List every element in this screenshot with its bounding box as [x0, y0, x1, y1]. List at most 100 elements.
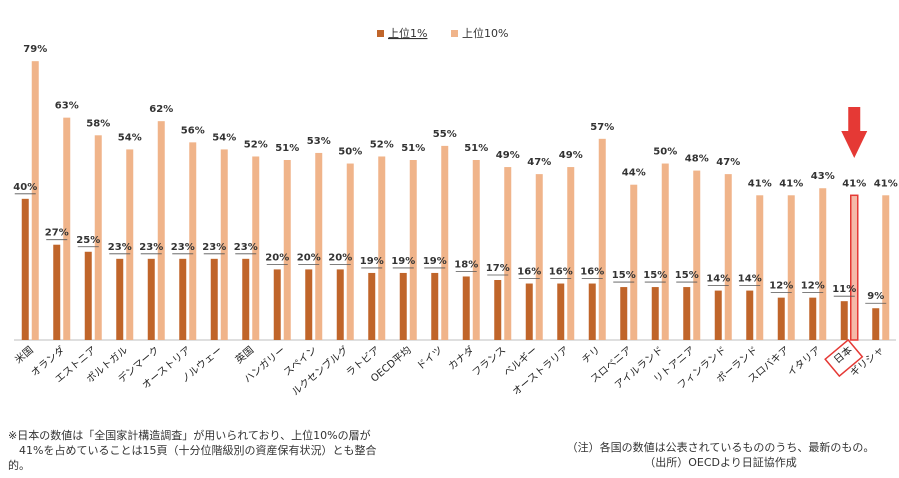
bar-top10: [157, 121, 165, 340]
bar-top10: [283, 160, 291, 340]
data-label-top1: 16%: [517, 267, 541, 278]
highlight-box: [824, 338, 864, 378]
bar-top10: [409, 160, 417, 340]
legend-label-top1: 上位1%: [388, 26, 427, 40]
data-label-top10: 41%: [748, 178, 772, 189]
data-label-top1: 15%: [675, 270, 699, 281]
bar-top1: [872, 308, 880, 340]
data-label-top10: 47%: [527, 157, 551, 168]
bar-top1: [777, 297, 785, 340]
bar-top10: [598, 138, 606, 340]
bar-top1: [336, 269, 344, 340]
bar-top10: [630, 184, 638, 340]
footnote-left: ※日本の数値は「全国家計構造調査」が用いられており、上位10%の層が 41%を占…: [8, 429, 377, 472]
data-label-top10: 55%: [433, 129, 457, 140]
bar-top10: [756, 195, 764, 340]
bar-top10: [472, 160, 480, 340]
bar-top1: [651, 287, 659, 340]
data-label-top1: 12%: [769, 281, 793, 292]
data-label-top1: 25%: [76, 235, 100, 246]
data-label-top1: 14%: [738, 274, 762, 285]
data-label-top1: 15%: [612, 270, 636, 281]
bar-top10: [693, 170, 701, 340]
category-label: ドイツ: [415, 345, 445, 373]
data-label-top1: 23%: [202, 242, 226, 253]
bar-top1: [620, 287, 628, 340]
category-label: チリ: [580, 344, 603, 366]
data-label-top10: 50%: [653, 147, 677, 158]
data-label-top10: 54%: [212, 132, 236, 143]
data-label-top1: 23%: [108, 242, 132, 253]
bar-top1: [242, 258, 250, 340]
data-label-top1: 11%: [832, 284, 856, 295]
data-label-top10: 53%: [307, 136, 331, 147]
data-label-top10: 44%: [622, 168, 646, 179]
data-label-top10: 56%: [181, 125, 205, 136]
data-label-top10: 62%: [149, 104, 173, 115]
legend: 上位1% 上位10%: [377, 26, 508, 40]
legend-swatch-top10: [451, 30, 458, 37]
bar-top10: [567, 167, 575, 340]
data-label-top10: 51%: [275, 143, 299, 154]
bar-top10: [94, 135, 102, 340]
data-label-top1: 20%: [297, 252, 321, 263]
legend-label-top10: 上位10%: [462, 26, 508, 40]
bar-top1: [210, 258, 218, 340]
bar-top1: [21, 198, 29, 340]
data-label-top10: 57%: [590, 122, 614, 133]
data-label-top10: 48%: [685, 154, 709, 165]
bar-top10: [346, 163, 354, 340]
bar-top10: [252, 156, 260, 340]
data-label-top10: 49%: [559, 150, 583, 161]
data-label-top10: 41%: [779, 178, 803, 189]
data-label-top10: 79%: [23, 44, 47, 55]
data-label-top10: 51%: [464, 143, 488, 154]
bar-top10: [724, 174, 732, 340]
data-label-top1: 12%: [801, 281, 825, 292]
bar-top1: [147, 258, 155, 340]
data-label-top10: 49%: [496, 150, 520, 161]
chart-marks: 40%79%米国27%63%オランダ25%58%エストニア23%54%ポルトガル…: [12, 44, 898, 398]
bar-top1: [840, 301, 848, 340]
data-label-top10: 52%: [244, 139, 268, 150]
category-label: ギリシャ: [848, 344, 886, 379]
category-label: 米国: [12, 343, 36, 366]
bar-top10: [535, 174, 543, 340]
data-label-top10: 47%: [716, 157, 740, 168]
bar-top10: [220, 149, 228, 340]
data-label-top1: 27%: [45, 228, 69, 239]
bar-top1: [368, 272, 376, 340]
data-label-top10: 54%: [118, 132, 142, 143]
bar-top10: [441, 145, 449, 340]
data-label-top1: 19%: [360, 256, 384, 267]
bar-top10: [787, 195, 795, 340]
bar-top10: [378, 156, 386, 340]
data-label-top10: 50%: [338, 147, 362, 158]
category-label: 英国: [233, 343, 257, 366]
data-label-top1: 9%: [867, 291, 884, 302]
bar-top10: [882, 195, 890, 340]
bar-top10: [315, 152, 323, 340]
data-label-top10: 41%: [842, 178, 866, 189]
data-label-top1: 14%: [706, 274, 730, 285]
bar-top1: [683, 287, 691, 340]
category-label: オーストラリア: [510, 344, 571, 398]
bar-top1: [116, 258, 124, 340]
bar-top1: [462, 276, 470, 340]
data-label-top1: 16%: [549, 267, 573, 278]
data-label-top10: 52%: [370, 139, 394, 150]
data-label-top1: 23%: [171, 242, 195, 253]
bar-top1: [588, 283, 596, 340]
data-label-top1: 17%: [486, 263, 510, 274]
bar-top10: [850, 194, 859, 341]
bar-top1: [809, 297, 817, 340]
footnote-right: （注）各国の数値は公表されているもののうち、最新のもの。 （出所）OECDより日…: [566, 441, 875, 469]
bar-top10: [189, 142, 197, 340]
bar-top1: [179, 258, 187, 340]
category-label: 日本: [831, 343, 855, 366]
bar-top1: [399, 272, 407, 340]
data-label-top1: 20%: [265, 252, 289, 263]
category-label: フランス: [470, 344, 508, 379]
bar-top1: [431, 272, 439, 340]
